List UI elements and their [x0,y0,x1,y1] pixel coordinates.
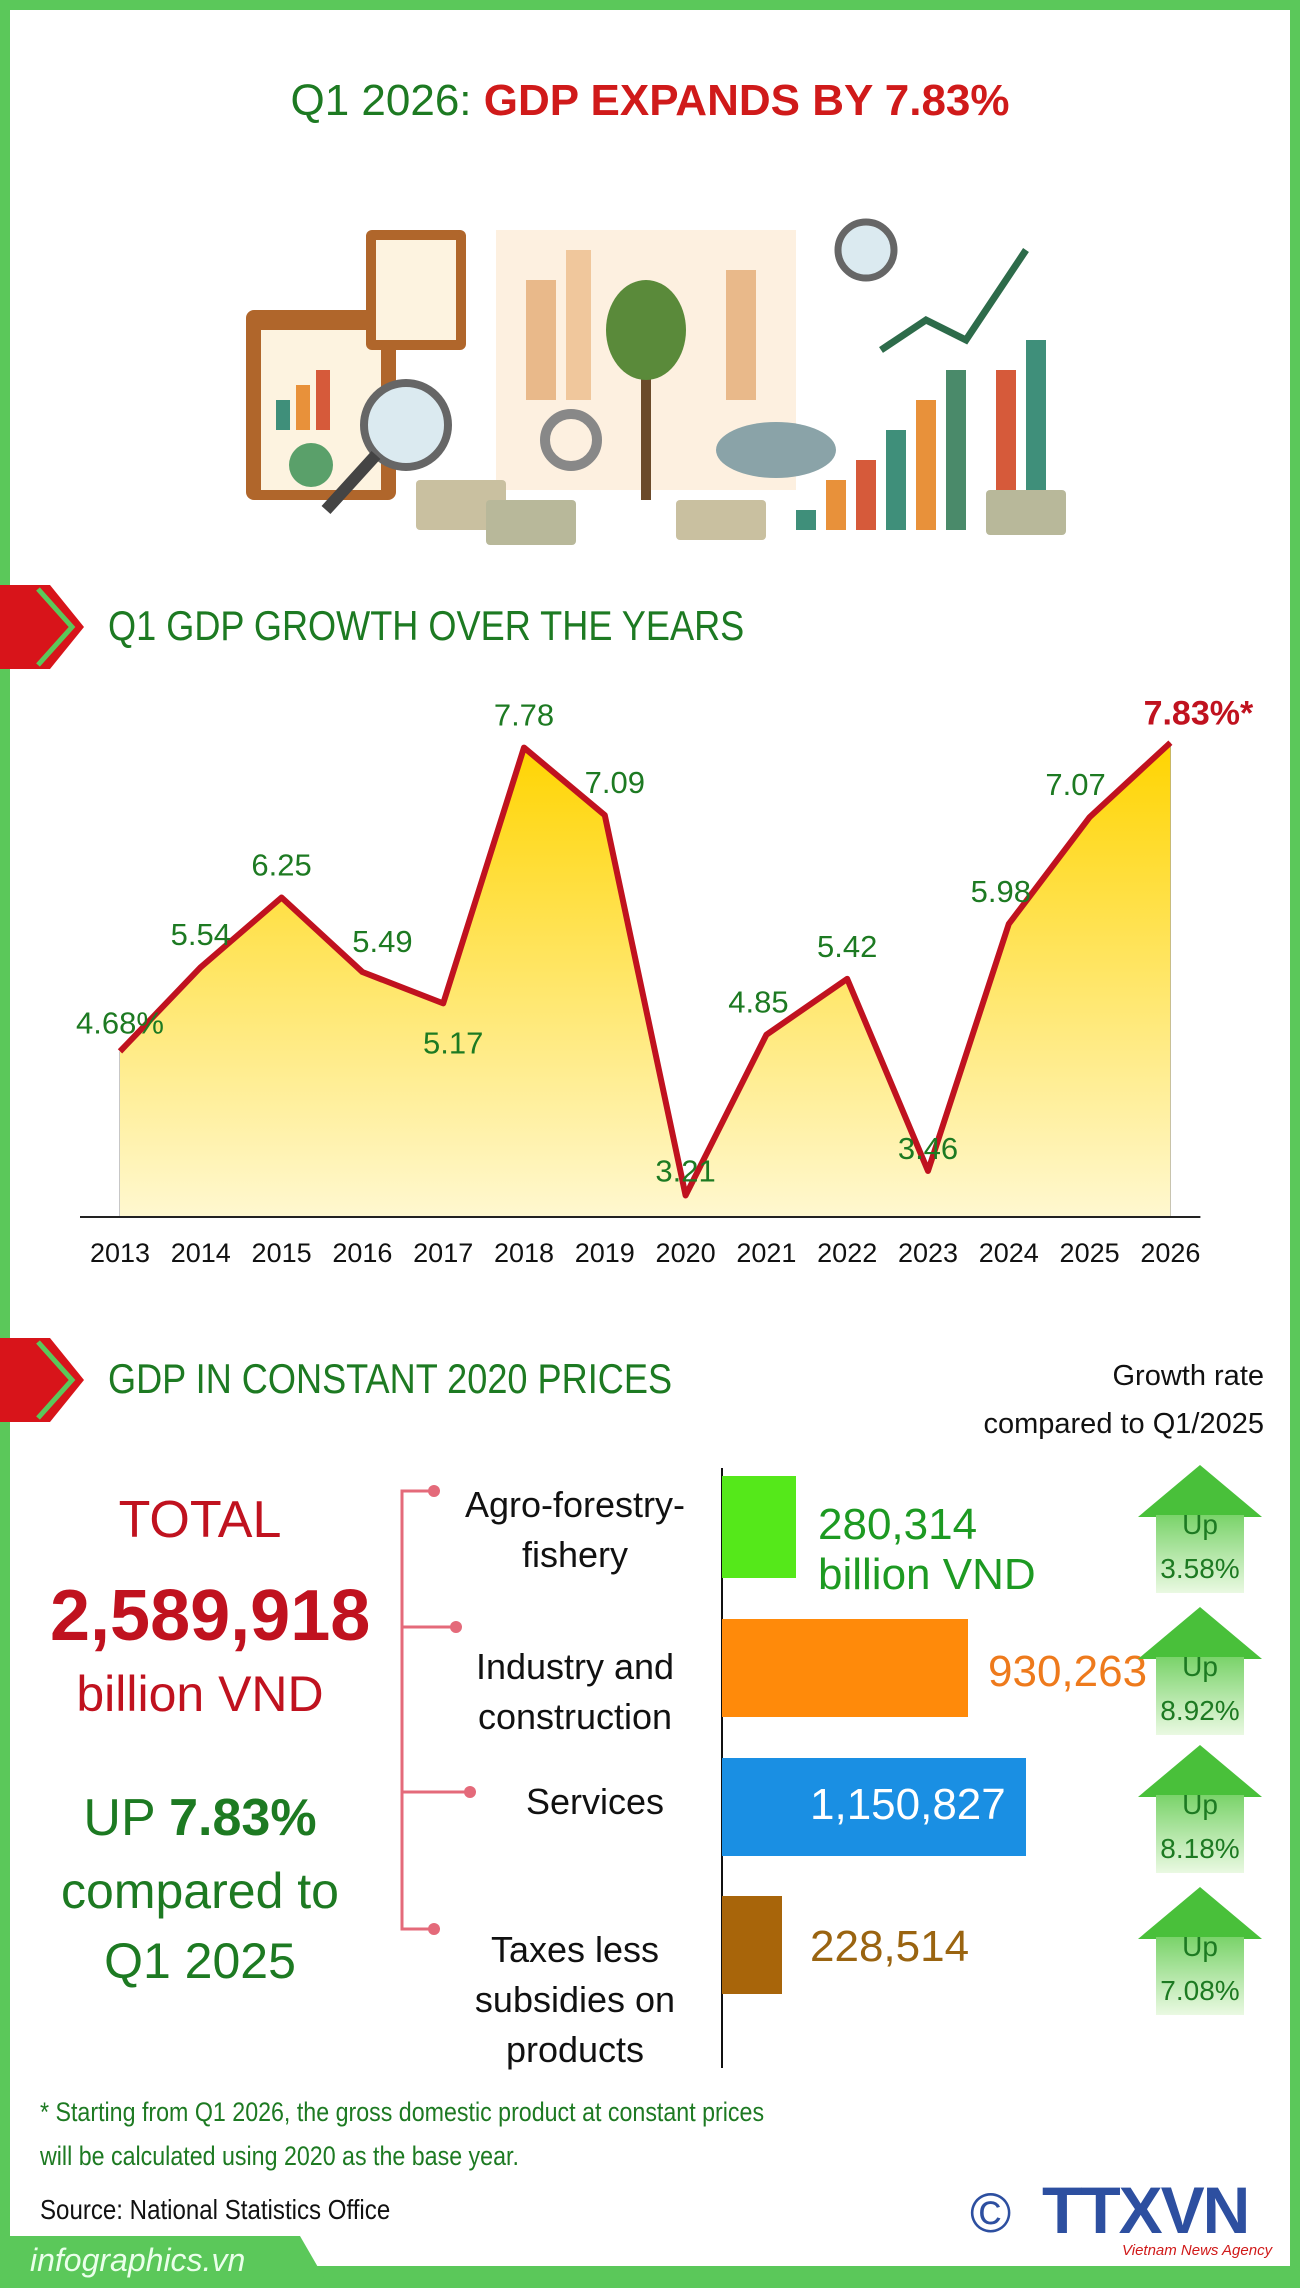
x-tick-label: 2025 [1060,1238,1120,1268]
up-arrow-icon [1138,1745,1262,1797]
data-label: 4.85 [728,985,788,1020]
up-line: UP 7.83% [83,1789,317,1847]
x-tick-label: 2014 [171,1238,231,1268]
data-label: 7.09 [585,765,645,800]
section-title-constant-prices: GDP IN CONSTANT 2020 PRICES [108,1355,673,1402]
data-label: 4.68% [76,1005,164,1040]
up-value: 7.83% [169,1789,317,1847]
up-arrow-icon [1138,1887,1262,1939]
total-label: TOTAL [118,1491,282,1549]
source: Source: National Statistics Office [40,2194,391,2225]
trend-arrow-icon [879,248,1029,353]
x-tick-label: 2023 [898,1238,958,1268]
growth-arrow-taxes: Up 7.08% [1138,1887,1262,2015]
infographic: Q1 2026: GDP EXPANDS BY 7.83% Q1 GDP GRO… [0,10,1290,2266]
x-tick-label: 2015 [252,1238,312,1268]
building [726,270,756,400]
bar-services [722,1758,1026,1856]
section-title-growth: Q1 GDP GROWTH OVER THE YEARS [108,602,745,649]
compared-line2: Q1 2025 [104,1933,296,1989]
data-label: 5.17 [423,1025,483,1060]
growth-area [120,742,1171,1217]
data-label: 5.42 [817,929,877,964]
sector-label-agro: Agro-forestry-fishery [464,1484,686,1575]
x-tick-label: 2020 [656,1238,716,1268]
value-services: 1,150,827 [810,1780,1006,1829]
x-tick-label: 2018 [494,1238,554,1268]
x-tick-label: 2013 [90,1238,150,1268]
data-label: 7.83%* [1144,695,1254,733]
data-label: 5.54 [171,917,231,952]
growth-arrow-agro: Up 3.58% [1138,1465,1262,1593]
building [566,250,591,400]
value-agro: 280,314 billion VND [818,1500,1036,1599]
bar-taxes [722,1896,783,1994]
page-title: Q1 2026: GDP EXPANDS BY 7.83% [10,76,1290,126]
data-label: 5.49 [352,924,412,959]
ttxvn-logo-sub: Vietnam News Agency [1122,2242,1273,2259]
x-tick-label: 2016 [332,1238,392,1268]
economy-illustration [246,218,1066,545]
ttxvn-logo: TTXVN [1042,2173,1250,2247]
total-value: 2,589,918 [50,1576,371,1656]
growth-rate-header: Growth rate compared to Q1/2025 [983,1352,1264,1448]
section-arrow-icon [0,585,84,669]
value-taxes: 228,514 [810,1922,970,1971]
growth-arrow-industry: Up 8.92% [1138,1607,1262,1735]
sector-label-industry: Industry and construction [475,1646,675,1737]
gdp-growth-chart: 4.68% 2013 5.54 2014 6.25 2015 5.49 2016 5.17 201… [76,695,1254,1268]
x-tick-label: 2022 [817,1238,877,1268]
data-label: 7.78 [494,698,554,733]
magnifier-icon [834,218,898,282]
bar-agro [722,1476,797,1578]
total-unit: billion VND [76,1666,324,1722]
section-arrow-icon [0,1338,84,1422]
data-label: 6.25 [251,848,311,883]
sector-label-taxes: Taxes less subsidies on products [474,1929,676,2070]
copyright-icon: © [970,2181,1012,2244]
sector-label-services: Services [525,1781,665,1822]
data-label: 3.21 [655,1153,715,1188]
data-label: 5.98 [971,874,1031,909]
growth-line [117,740,1173,1199]
growth-header-line2: compared to Q1/2025 [983,1408,1264,1440]
x-tick-label: 2019 [575,1238,635,1268]
footnote: * Starting from Q1 2026, the gross domes… [40,2097,765,2171]
fish-icon [716,422,836,478]
building [526,280,556,400]
x-tick-label: 2024 [979,1238,1039,1268]
title-main: GDP EXPANDS BY 7.83% [483,76,1010,125]
up-arrow-icon [1138,1465,1262,1517]
bar-industry [722,1619,968,1717]
site-brand: infographics.vn [0,2236,330,2288]
site-link[interactable]: infographics.vn [30,2242,246,2278]
data-label: 3.46 [898,1131,958,1166]
x-tick-label: 2026 [1140,1238,1200,1268]
bracket-connector [400,1485,476,1935]
magnifier-icon [360,379,452,471]
x-tick-label: 2021 [736,1238,796,1268]
growth-header-line1: Growth rate [1112,1360,1265,1392]
title-prefix: Q1 2026: [290,76,484,125]
compared-line1: compared to [61,1863,339,1919]
growth-arrow-services: Up 8.18% [1138,1745,1262,1873]
money-stack-icon [416,480,1066,545]
value-industry: 930,263 [988,1647,1148,1696]
pie-chart-icon [289,443,333,487]
up-arrow-icon [1138,1607,1262,1659]
data-label: 7.07 [1045,767,1105,802]
gear-icon [540,409,602,471]
x-tick-label: 2017 [413,1238,473,1268]
bar-stack-icon [796,340,1046,530]
